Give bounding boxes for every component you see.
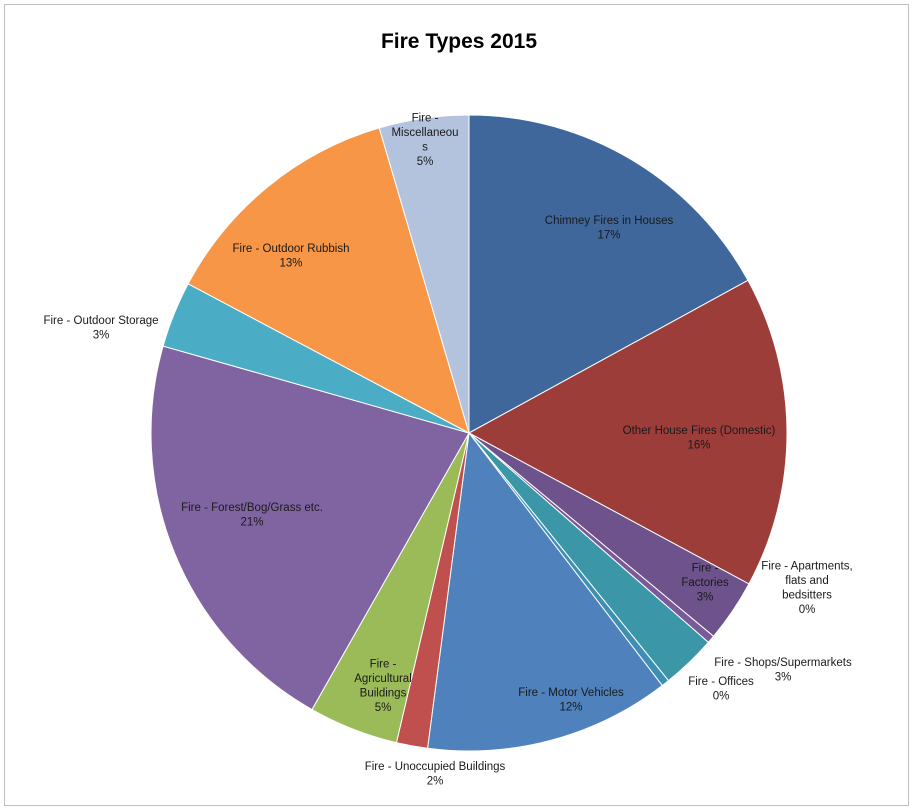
pie-chart: Fire Types 2015 Chimney Fires in Houses 1… bbox=[43, 30, 852, 787]
slice-label-line: Fire - Unoccupied Buildings bbox=[365, 761, 506, 773]
slice-label-line: Agricultural bbox=[354, 673, 412, 685]
slice-label: Fire - Factories 3% bbox=[681, 563, 729, 604]
slice-label-line: 5% bbox=[375, 702, 392, 714]
pie-slice bbox=[150, 345, 470, 711]
slice-label: Fire - Apartments, flats and bedsitters 0% bbox=[761, 560, 852, 616]
slice-label: Other House Fires (Domestic) 16% bbox=[623, 425, 776, 452]
slice-label: Fire - Shops/Supermarkets 3% bbox=[714, 657, 852, 684]
slice-label-line: bedsitters bbox=[782, 589, 832, 601]
slice-label-line: 2% bbox=[427, 775, 444, 787]
slice-label-line: Other House Fires (Domestic) bbox=[623, 425, 776, 437]
slice-label-line: Fire - Outdoor Rubbish bbox=[233, 243, 350, 255]
slice-label: Fire - Agricultural Buildings 5% bbox=[354, 658, 412, 714]
pie-slice bbox=[427, 431, 663, 752]
slice-label-line: Fire - bbox=[412, 112, 439, 124]
slice-label-line: 0% bbox=[799, 604, 816, 616]
slice-label-line: Factories bbox=[681, 577, 729, 589]
slice-label-line: Fire - bbox=[692, 563, 719, 575]
slice-label-line: Chimney Fires in Houses bbox=[545, 215, 674, 227]
slice-label-line: Miscellaneou bbox=[391, 127, 458, 139]
slice-label-line: s bbox=[422, 141, 428, 153]
pie-slice bbox=[187, 127, 470, 434]
pie-slice bbox=[378, 114, 470, 434]
slice-label-line: Fire - bbox=[370, 658, 397, 670]
slice-label: Fire - Offices 0% bbox=[688, 676, 754, 703]
slice-label-line: Fire - Forest/Bog/Grass etc. bbox=[181, 502, 323, 514]
slice-labels: Chimney Fires in Houses 17% Other House Fi… bbox=[43, 112, 852, 787]
slice-label-line: 13% bbox=[279, 257, 302, 269]
slice-label-line: 21% bbox=[240, 516, 263, 528]
slice-label: Fire - Unoccupied Buildings 2% bbox=[365, 761, 506, 788]
slice-label-line: Fire - Outdoor Storage bbox=[43, 315, 158, 327]
slice-label-line: Buildings bbox=[360, 687, 407, 699]
slice-label-line: 17% bbox=[597, 229, 620, 241]
slice-label-line: 3% bbox=[93, 329, 110, 341]
slice-label: Fire - Outdoor Storage 3% bbox=[43, 315, 158, 342]
pie-slice bbox=[467, 279, 788, 585]
slice-label: Fire - Forest/Bog/Grass etc. 21% bbox=[181, 502, 323, 529]
chart-title: Fire Types 2015 bbox=[381, 30, 537, 53]
slice-label-line: 0% bbox=[713, 690, 730, 702]
slice-label-line: 3% bbox=[775, 671, 792, 683]
slice-label: Fire - Miscellaneou s 5% bbox=[391, 112, 458, 168]
slice-label-line: Fire - Motor Vehicles bbox=[518, 687, 624, 699]
slice-label: Chimney Fires in Houses 17% bbox=[545, 215, 674, 242]
chart-area: Fire Types 2015 Chimney Fires in Houses 1… bbox=[4, 4, 909, 806]
slice-label-line: 12% bbox=[559, 701, 582, 713]
slice-label-line: Fire - Apartments, bbox=[761, 560, 852, 572]
pie-slices bbox=[150, 114, 788, 752]
slice-label-line: Fire - Shops/Supermarkets bbox=[714, 657, 852, 669]
slice-label-line: 3% bbox=[697, 592, 714, 604]
slice-label: Fire - Outdoor Rubbish 13% bbox=[233, 243, 350, 269]
slice-label-line: 16% bbox=[687, 439, 710, 451]
slice-label: Fire - Motor Vehicles 12% bbox=[518, 687, 624, 714]
slice-label-line: flats and bbox=[785, 575, 828, 587]
slice-label-line: Fire - Offices bbox=[688, 676, 754, 688]
slice-label-line: 5% bbox=[417, 156, 434, 168]
pie-slice bbox=[468, 114, 749, 434]
